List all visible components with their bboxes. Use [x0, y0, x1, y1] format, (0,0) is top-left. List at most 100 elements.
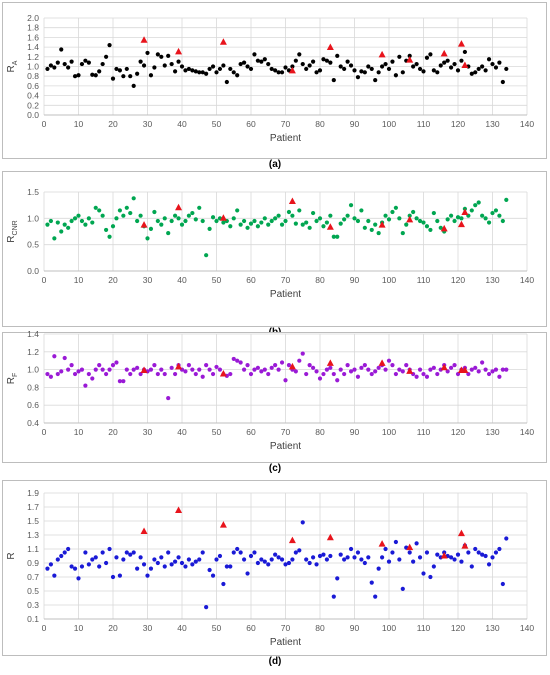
data-point	[435, 218, 440, 224]
data-point	[48, 63, 54, 68]
data-point	[55, 60, 60, 65]
data-point	[455, 215, 461, 220]
data-point	[83, 550, 88, 555]
data-point-triangle	[175, 362, 183, 370]
data-point	[335, 234, 340, 239]
data-point	[266, 222, 271, 227]
data-point	[145, 573, 150, 578]
data-point	[183, 369, 188, 374]
data-point	[359, 69, 364, 74]
data-point	[431, 210, 436, 216]
data-point	[152, 209, 157, 215]
data-point	[355, 218, 361, 224]
data-point	[155, 52, 160, 57]
data-point	[331, 77, 336, 83]
data-point-triangle	[457, 40, 465, 47]
data-point	[128, 552, 133, 557]
panel-label: (d)	[269, 656, 282, 667]
data-point	[424, 550, 430, 555]
y-tick-label: 1.9	[27, 488, 39, 498]
data-point	[238, 222, 243, 227]
y-tick-label: 1.8	[27, 23, 39, 33]
data-point	[45, 371, 50, 377]
data-point	[293, 58, 298, 63]
data-point	[159, 555, 164, 560]
data-point	[252, 550, 257, 555]
data-point	[72, 74, 78, 79]
data-point	[245, 571, 250, 576]
data-point	[190, 367, 195, 372]
data-point	[390, 209, 395, 215]
data-point	[173, 213, 178, 218]
x-tick-label: 120	[451, 427, 465, 437]
data-point	[362, 225, 367, 230]
x-tick-label: 30	[143, 275, 153, 285]
data-point	[135, 365, 140, 370]
data-point	[166, 53, 171, 58]
data-point	[348, 369, 354, 374]
data-point	[204, 71, 209, 76]
data-point	[59, 553, 64, 559]
data-point	[486, 220, 492, 225]
data-point	[207, 226, 212, 231]
data-point	[483, 216, 488, 221]
x-tick-label: 60	[246, 623, 256, 633]
data-point	[449, 65, 454, 70]
data-point	[169, 218, 174, 224]
data-point	[397, 216, 402, 221]
data-point	[162, 564, 167, 569]
data-point	[152, 65, 157, 70]
data-point	[166, 395, 171, 401]
data-point	[148, 367, 154, 372]
data-point	[290, 64, 295, 69]
data-point	[231, 550, 236, 555]
data-point	[193, 371, 198, 377]
data-point	[366, 218, 371, 224]
data-point	[248, 553, 254, 559]
data-point	[176, 555, 181, 560]
data-point	[200, 218, 205, 224]
data-point	[231, 216, 236, 221]
data-point	[124, 66, 129, 72]
data-point-triangle	[326, 359, 334, 366]
data-point-triangle	[461, 208, 469, 216]
x-tick-label: 110	[417, 119, 431, 129]
data-point	[300, 222, 305, 227]
data-point	[311, 59, 316, 64]
data-point	[193, 559, 198, 564]
y-tick-label: 0.6	[27, 81, 39, 91]
data-point	[307, 560, 312, 566]
data-point	[366, 555, 371, 560]
data-point	[369, 371, 374, 377]
data-point	[159, 367, 164, 372]
y-tick-label: 1.2	[27, 52, 39, 62]
data-point	[169, 562, 174, 567]
data-point	[373, 594, 378, 599]
data-point	[145, 50, 150, 56]
data-point	[493, 65, 499, 70]
panel-label: (c)	[269, 463, 281, 474]
data-point	[114, 66, 119, 72]
data-point	[242, 367, 247, 372]
data-point-triangle	[378, 540, 386, 547]
data-point	[428, 52, 433, 57]
data-point	[193, 69, 198, 74]
data-point	[304, 66, 309, 72]
y-tick-label: 0.8	[27, 382, 39, 392]
x-tick-label: 30	[143, 119, 153, 129]
data-point	[411, 64, 416, 69]
data-point	[290, 557, 295, 562]
data-point	[355, 75, 361, 80]
data-point	[483, 68, 488, 73]
data-point	[100, 367, 105, 372]
data-point	[279, 70, 285, 75]
data-point	[107, 234, 112, 239]
y-tick-label: 1.2	[27, 347, 39, 357]
data-point	[321, 371, 326, 377]
series-triangle	[140, 197, 469, 232]
data-point	[355, 374, 361, 379]
data-point	[480, 213, 485, 218]
data-point	[155, 560, 160, 566]
x-tick-label: 70	[281, 427, 291, 437]
data-point	[493, 550, 499, 555]
